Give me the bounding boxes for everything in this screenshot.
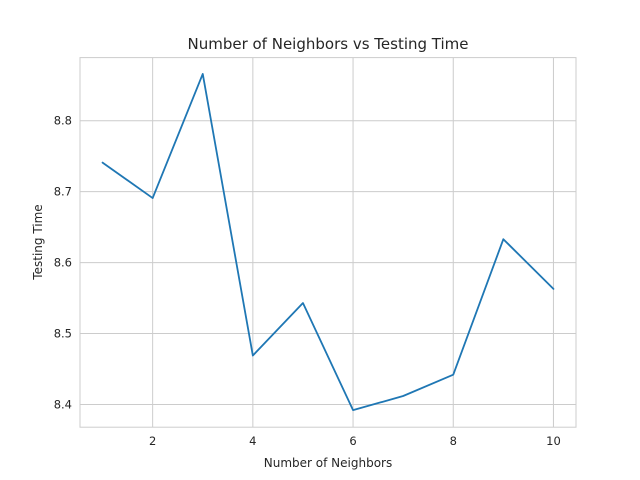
data-point xyxy=(101,161,104,164)
x-tick-label: 2 xyxy=(149,434,156,448)
data-point xyxy=(402,394,405,397)
y-axis-label: Testing Time xyxy=(31,204,45,280)
data-point xyxy=(552,287,555,290)
data-point xyxy=(352,409,355,412)
x-tick-label: 8 xyxy=(450,434,457,448)
x-tick-label: 4 xyxy=(249,434,256,448)
data-point xyxy=(201,72,204,75)
data-point xyxy=(452,373,455,376)
grid-layer xyxy=(80,57,576,428)
x-axis-label: Number of Neighbors xyxy=(264,456,392,470)
y-tick-label: 8.8 xyxy=(54,114,72,128)
series-line xyxy=(101,73,555,412)
data-point xyxy=(502,238,505,241)
x-tick-label: 6 xyxy=(349,434,356,448)
plot-frame xyxy=(79,57,577,428)
y-tick-label: 8.7 xyxy=(54,185,72,199)
chart-title: Number of Neighbors vs Testing Time xyxy=(187,35,468,53)
y-tick-label: 8.6 xyxy=(54,256,72,270)
y-tick-label: 8.4 xyxy=(54,397,72,411)
data-point xyxy=(251,354,254,357)
data-point xyxy=(301,302,304,305)
tick-layer: 2 4 6 8 10 8.4 8.5 8.6 8.7 8.8 xyxy=(54,114,561,448)
y-tick-label: 8.5 xyxy=(54,327,72,341)
data-point xyxy=(151,197,154,200)
x-tick-label: 10 xyxy=(546,434,561,448)
series-layer xyxy=(101,72,555,412)
